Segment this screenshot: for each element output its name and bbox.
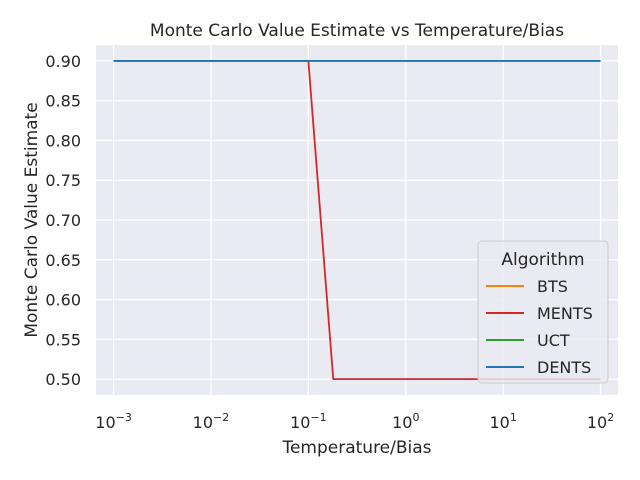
y-tick-label: 0.80	[45, 131, 81, 150]
x-axis-label: Temperature/Bias	[281, 438, 431, 458]
legend: Algorithm BTS MENTS UCT DENTS	[477, 240, 609, 384]
legend-label-bts: BTS	[537, 277, 568, 296]
y-tick-labels: 0.50 0.55 0.60 0.65 0.70 0.75 0.80 0.85 0.90	[45, 52, 81, 389]
y-tick-label: 0.90	[45, 52, 81, 71]
legend-box	[477, 240, 609, 384]
series-lines	[113, 60, 601, 380]
y-tick-label: 0.60	[45, 291, 81, 310]
y-tick-label: 0.65	[45, 251, 81, 270]
legend-label-ments: MENTS	[537, 304, 593, 323]
y-tick-label: 0.55	[45, 330, 81, 349]
chart-title: Monte Carlo Value Estimate vs Temperatur…	[150, 21, 564, 41]
legend-title: Algorithm	[501, 250, 584, 270]
y-tick-label: 0.85	[45, 92, 81, 111]
y-tick-label: 0.70	[45, 211, 81, 230]
y-axis-label: Monte Carlo Value Estimate	[22, 102, 42, 337]
legend-label-uct: UCT	[537, 331, 570, 350]
y-tick-label: 0.50	[45, 370, 81, 389]
legend-entries: BTS MENTS UCT DENTS	[486, 277, 593, 377]
legend-label-dents: DENTS	[537, 358, 591, 377]
y-tick-label: 0.75	[45, 171, 81, 190]
